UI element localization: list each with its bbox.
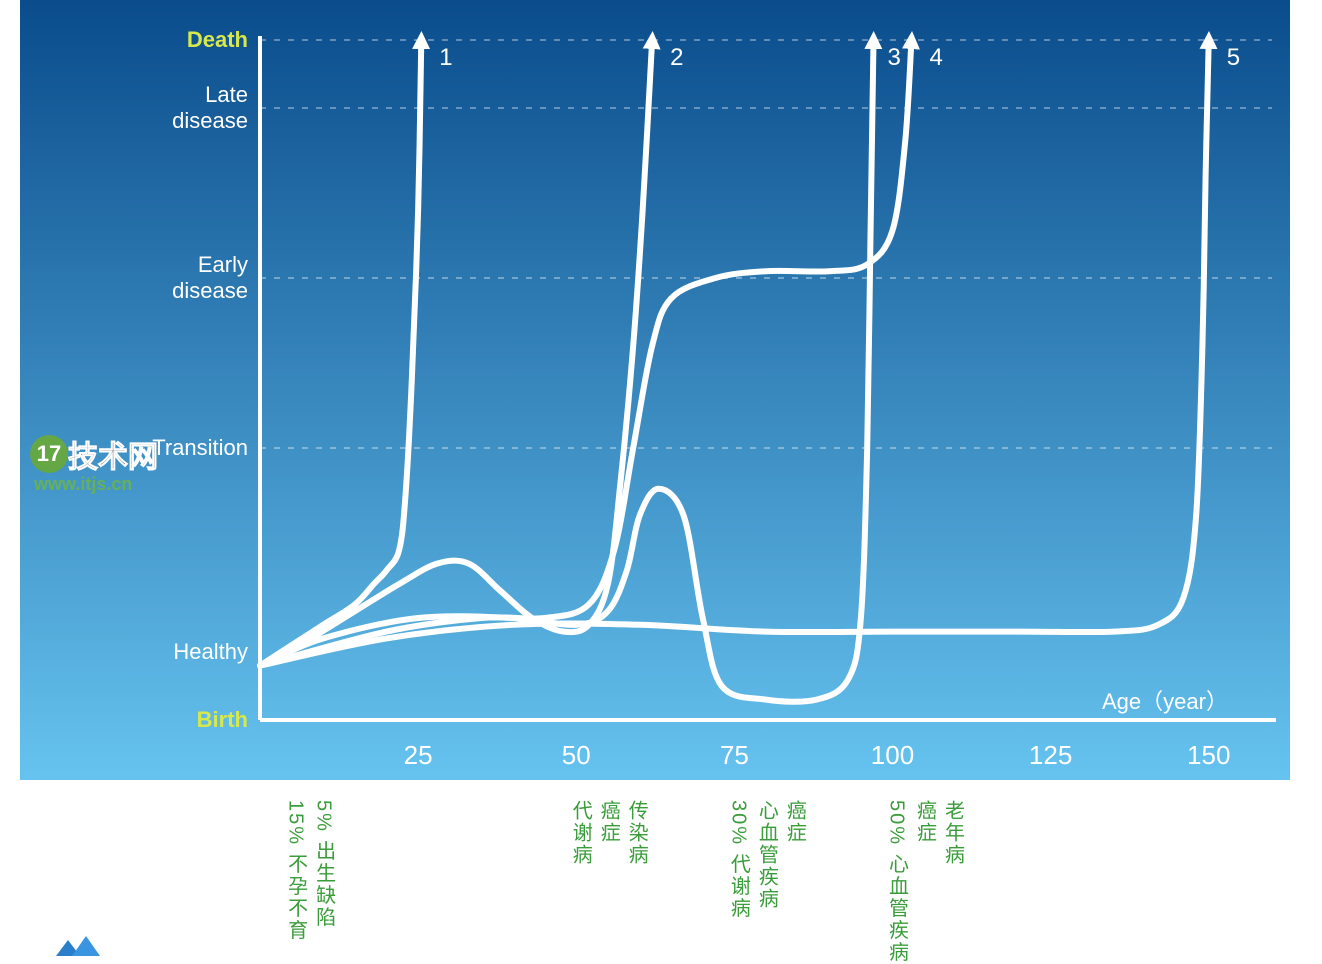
xtick-125: 125 [1029, 740, 1072, 771]
watermark-logo: 17 [30, 435, 68, 473]
note-1-1: 癌症 [594, 800, 623, 844]
xtick-25: 25 [404, 740, 433, 771]
curve-4 [260, 40, 911, 666]
note-1-2: 传染病 [622, 800, 651, 866]
note-1-0: 代谢病 [566, 800, 595, 866]
ylabel-healthy: Healthy [173, 639, 248, 665]
ylabel-birth: Birth [197, 707, 248, 733]
note-0-0: 15% 不孕不育 [282, 800, 311, 942]
note-2-2: 癌症 [780, 800, 809, 844]
curve-3 [260, 40, 874, 702]
note-2-1: 心血管疾病 [752, 800, 781, 910]
curve-label-3: 3 [888, 44, 901, 72]
xtick-100: 100 [871, 740, 914, 771]
x-axis-title: Age（year） [1102, 684, 1228, 716]
note-3-0: 50% 心血管疾病 [883, 800, 912, 964]
note-0-1: 5% 出生缺陷 [310, 800, 339, 928]
note-3-1: 癌症 [911, 800, 940, 844]
health-age-chart [0, 0, 1322, 964]
note-2-0: 30% 代谢病 [724, 800, 753, 920]
ylabel-early: Earlydisease [172, 252, 248, 304]
curve-label-5: 5 [1227, 44, 1240, 72]
curve-label-4: 4 [929, 44, 942, 72]
xtick-75: 75 [720, 740, 749, 771]
curve-1 [260, 40, 421, 666]
watermark-url: www.itjs.cn [34, 474, 158, 495]
xtick-150: 150 [1187, 740, 1230, 771]
ylabel-trans: Transition [152, 435, 248, 461]
ylabel-late: Latedisease [172, 82, 248, 134]
xtick-50: 50 [562, 740, 591, 771]
curve-label-2: 2 [670, 44, 683, 72]
curve-2 [260, 40, 652, 666]
curve-5 [260, 40, 1209, 666]
curve-label-1: 1 [439, 44, 452, 72]
watermark-text: 技术网 [68, 441, 158, 474]
ylabel-death: Death [187, 27, 248, 53]
watermark: 17技术网 www.itjs.cn [30, 432, 158, 495]
note-3-2: 老年病 [939, 800, 968, 866]
corner-logo-icon [46, 930, 106, 964]
